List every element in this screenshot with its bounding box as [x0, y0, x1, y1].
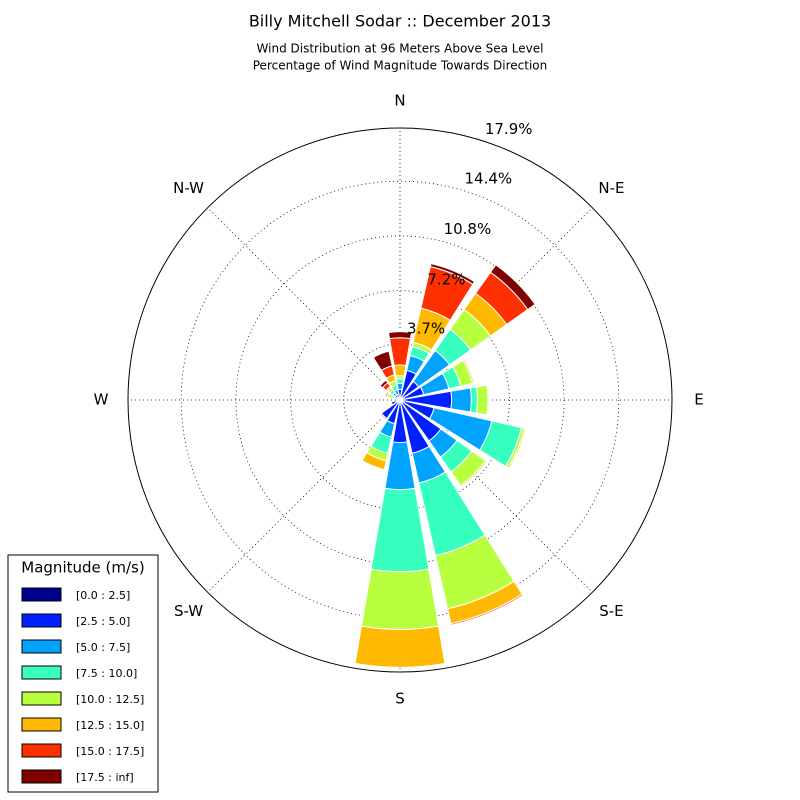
angle-tick-label: E	[694, 391, 703, 409]
legend-title: Magnitude (m/s)	[21, 559, 144, 577]
legend-swatch	[21, 717, 62, 732]
angle-tick-label: S-W	[174, 602, 203, 620]
bar-segment	[387, 331, 413, 340]
bar-segment	[384, 441, 416, 491]
bar-segment	[379, 413, 387, 421]
angle-tick-label: S-E	[599, 602, 623, 620]
legend-label: [0.0 : 2.5]	[76, 589, 130, 602]
bar-segment	[388, 337, 412, 367]
bar-segment	[361, 460, 385, 471]
legend-label: [17.5 : inf]	[76, 771, 134, 784]
outer-circle	[127, 127, 673, 673]
grid-ring	[180, 180, 620, 620]
bar-segment	[354, 625, 446, 668]
bar-segment	[429, 263, 476, 285]
bar-segment	[396, 382, 404, 391]
y-tick-label: 14.4%	[465, 169, 513, 187]
angle-tick-label: W	[94, 391, 109, 409]
legend-label: [15.0 : 17.5]	[76, 745, 144, 758]
legend-label: [2.5 : 5.0]	[76, 615, 130, 628]
angle-tick-label: N	[394, 92, 405, 110]
bar-segment	[475, 384, 489, 416]
legend-swatch	[21, 587, 62, 602]
chart-subtitle: Percentage of Wind Magnitude Towards Dir…	[253, 59, 547, 73]
bar-segment	[379, 379, 389, 389]
chart-subtitle: Wind Distribution at 96 Meters Above Sea…	[257, 42, 544, 56]
bar-segment	[451, 595, 524, 626]
bar-segment	[450, 387, 472, 413]
bar-segment	[390, 401, 393, 406]
angle-tick-label: N-W	[173, 179, 204, 197]
grid-spoke	[207, 399, 401, 593]
bar-segment	[360, 568, 440, 630]
legend-swatch	[21, 769, 62, 784]
legend-label: [10.0 : 12.5]	[76, 693, 144, 706]
angle-tick-label: N-E	[598, 179, 624, 197]
chart-title: Billy Mitchell Sodar :: December 2013	[249, 12, 551, 31]
grid-spoke	[207, 207, 401, 401]
grid-ring	[290, 290, 510, 510]
bar-segment	[393, 364, 407, 377]
legend-label: [5.0 : 7.5]	[76, 641, 130, 654]
y-tick-label: 7.2%	[427, 270, 465, 288]
grid-spoke	[399, 399, 593, 593]
legend-swatch	[21, 691, 62, 706]
bar-segment	[489, 264, 536, 311]
bar-segment	[372, 350, 393, 372]
bar-segment	[395, 378, 405, 385]
bar-segment	[370, 487, 430, 573]
legend-swatch	[21, 613, 62, 628]
legend-swatch	[21, 639, 62, 654]
legend-label: [12.5 : 15.0]	[76, 719, 144, 732]
angle-tick-label: S	[395, 690, 405, 708]
bar-segment	[354, 663, 446, 668]
legend-label: [7.5 : 10.0]	[76, 667, 137, 680]
bar-segment	[469, 386, 478, 414]
y-tick-label: 3.7%	[407, 319, 445, 337]
legend-swatch	[21, 743, 62, 758]
y-tick-label: 10.8%	[444, 220, 492, 238]
legend-swatch	[21, 665, 62, 680]
y-tick-label: 17.9%	[485, 120, 533, 138]
